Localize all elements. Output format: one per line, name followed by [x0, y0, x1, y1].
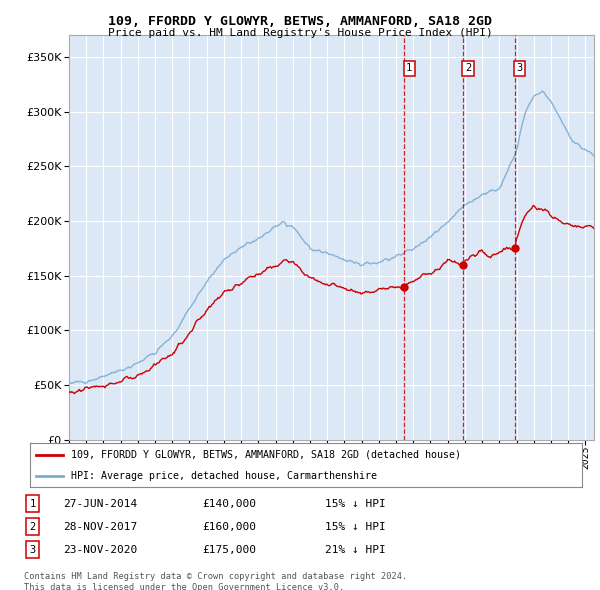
Text: 109, FFORDD Y GLOWYR, BETWS, AMMANFORD, SA18 2GD: 109, FFORDD Y GLOWYR, BETWS, AMMANFORD, … [108, 15, 492, 28]
Text: Contains HM Land Registry data © Crown copyright and database right 2024.
This d: Contains HM Land Registry data © Crown c… [24, 572, 407, 590]
Text: 23-NOV-2020: 23-NOV-2020 [63, 545, 137, 555]
Text: 3: 3 [29, 545, 35, 555]
Text: 1: 1 [29, 499, 35, 509]
Text: 21% ↓ HPI: 21% ↓ HPI [325, 545, 386, 555]
Text: 27-JUN-2014: 27-JUN-2014 [63, 499, 137, 509]
Text: £160,000: £160,000 [203, 522, 257, 532]
Text: 3: 3 [517, 63, 523, 73]
Text: £140,000: £140,000 [203, 499, 257, 509]
Text: 2: 2 [465, 63, 472, 73]
Text: 15% ↓ HPI: 15% ↓ HPI [325, 499, 386, 509]
Text: 109, FFORDD Y GLOWYR, BETWS, AMMANFORD, SA18 2GD (detached house): 109, FFORDD Y GLOWYR, BETWS, AMMANFORD, … [71, 450, 461, 460]
Text: HPI: Average price, detached house, Carmarthenshire: HPI: Average price, detached house, Carm… [71, 471, 377, 481]
Text: 1: 1 [406, 63, 412, 73]
Text: £175,000: £175,000 [203, 545, 257, 555]
Text: 28-NOV-2017: 28-NOV-2017 [63, 522, 137, 532]
Text: 2: 2 [29, 522, 35, 532]
Text: Price paid vs. HM Land Registry's House Price Index (HPI): Price paid vs. HM Land Registry's House … [107, 28, 493, 38]
Text: 15% ↓ HPI: 15% ↓ HPI [325, 522, 386, 532]
